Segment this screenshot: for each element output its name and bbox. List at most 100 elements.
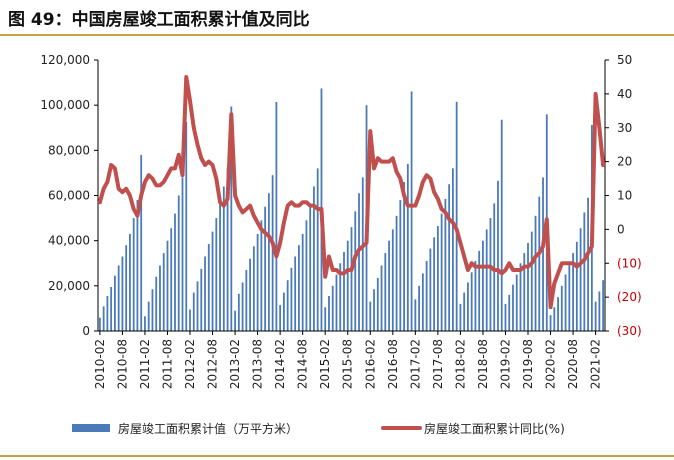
bar [500,119,503,331]
bar [222,186,225,331]
bar [478,250,481,331]
x-tick-label: 2020-02 [544,339,558,389]
bar [414,299,417,331]
bar [549,315,552,331]
bar [380,265,383,331]
bottom-divider [0,455,674,457]
x-tick-label: 2021-02 [589,339,603,389]
bar [575,241,578,331]
bar [542,177,544,331]
bar [512,284,514,331]
yoy-line [97,74,606,310]
x-tick-label: 2011-02 [138,339,152,389]
bar [166,240,169,331]
bar [144,316,146,331]
bar [192,292,195,331]
bar [264,206,267,331]
bar [354,211,357,331]
right-tick-label: 20 [617,155,632,169]
bar [140,154,143,331]
bar [234,310,236,331]
right-tick-label: (30) [617,324,642,338]
x-axis-ticks: 2010-02 2010-08 2011-02 2011-08 2012-02 2012-… [93,331,603,389]
bar [283,292,285,331]
left-tick-label: 0 [82,324,90,338]
legend-bar-label: 房屋竣工面积累计值（万平方米） [118,421,298,436]
bar [301,233,304,331]
x-tick-label: 2016-02 [363,339,377,389]
bar [530,231,533,331]
bar [538,196,541,331]
bar [189,309,191,331]
bar [343,251,345,331]
bar [433,237,436,331]
right-tick-label: 40 [617,87,632,101]
bar [568,263,571,331]
bar [452,168,454,331]
x-tick-label: 2017-02 [408,339,422,389]
bar [485,229,488,332]
bar [436,225,439,331]
x-tick-label: 2020-08 [566,339,580,389]
bar [564,274,567,331]
x-tick-label: 2013-08 [251,339,265,389]
bar [151,289,154,331]
bar [147,301,150,331]
bar [177,195,180,331]
bar [602,280,605,331]
bar [290,267,293,331]
bar [271,175,274,331]
bar [534,215,537,331]
x-tick-label: 2019-02 [498,339,512,389]
top-divider [0,34,674,36]
x-tick-label: 2010-02 [93,339,107,389]
x-tick-label: 2010-08 [115,339,129,389]
bar [350,227,353,331]
bar [114,275,116,331]
bar [489,218,492,331]
bar [403,181,405,331]
bar [162,253,165,331]
right-axis-ticks: (30) (20) (10) 0 10 20 30 40 50 [605,53,642,338]
bar [358,193,360,331]
bar [467,282,469,331]
bar [129,233,131,331]
bar [339,263,342,331]
bar [560,285,563,331]
bar [219,202,221,331]
bar [313,186,315,331]
bar [309,204,312,331]
x-tick-label: 2013-02 [228,339,242,389]
bar [598,291,601,331]
x-tick-label: 2018-08 [476,339,490,389]
bar [493,203,496,331]
x-tick-label: 2014-02 [273,339,287,389]
right-tick-label: 30 [617,121,632,135]
bar [463,292,466,331]
bar [553,307,556,331]
bar [583,212,586,331]
bar [410,91,413,331]
bar [470,272,473,331]
bar [256,233,259,331]
bar [388,240,390,331]
bar [252,246,255,331]
bar [298,245,300,331]
bar [444,198,447,331]
x-tick-label: 2011-08 [160,339,174,389]
bar [185,121,188,331]
x-tick-label: 2018-02 [453,339,467,389]
right-tick-label: 0 [617,222,625,236]
right-tick-label: 50 [617,53,632,67]
bar [376,277,379,331]
bar [384,253,387,331]
x-tick-label: 2012-08 [206,339,220,389]
bar [136,200,139,331]
bar [482,240,484,331]
bar [181,177,184,331]
bar [260,220,263,331]
bar [459,303,462,331]
right-tick-label: (10) [617,256,642,270]
left-tick-label: 20,000 [48,279,90,293]
